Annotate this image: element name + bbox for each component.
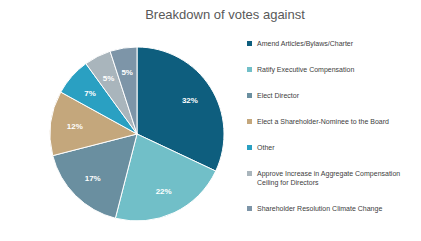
legend-label-line: Amend Articles/Bylaws/Charter [257,40,354,48]
legend-label: Amend Articles/Bylaws/Charter [257,40,354,48]
chart-title: Breakdown of votes against [145,7,305,22]
legend-label: Elect Director [257,92,300,99]
legend-label: Approve Increase in Aggregate Compensati… [257,170,400,187]
data-labels: 32% 22% 17% 12% 7% 5% 5% [67,68,198,196]
legend-label-line: Elect Director [257,92,300,99]
legend-label-line: Elect a Shareholder-Nominee to the Board [257,118,389,125]
legend-label-line: Approve Increase in Aggregate Compensati… [257,170,400,178]
data-label: 7% [84,89,96,98]
legend-label: Shareholder Resolution Climate Change [257,205,382,213]
slices [50,47,224,221]
data-label: 32% [182,96,198,105]
data-label: 17% [85,174,101,183]
legend-label: Ratify Executive Compensation [257,66,354,74]
legend-swatch [247,119,252,124]
legend: Amend Articles/Bylaws/Charter Ratify Exec… [247,40,400,213]
legend-label: Other [257,144,275,151]
data-label: 22% [156,187,172,196]
legend-swatch [247,206,252,211]
legend-label-line: Ratify Executive Compensation [257,66,354,74]
legend-swatch [247,93,252,98]
legend-swatch [247,145,252,150]
legend-swatch [247,171,252,176]
legend-label-line: Shareholder Resolution Climate Change [257,205,382,213]
legend-label-line: Other [257,144,275,151]
data-label: 5% [121,68,133,77]
legend-swatch [247,41,252,46]
pie-slice [110,47,137,134]
legend-label-line: Ceiling for Directors [257,179,319,187]
data-label: 5% [103,74,115,83]
data-label: 12% [67,122,83,131]
legend-swatch [247,67,252,72]
chart: Breakdown of votes against 32% 22% 17% 12% 7%… [0,0,421,241]
legend-label: Elect a Shareholder-Nominee to the Board [257,118,389,125]
